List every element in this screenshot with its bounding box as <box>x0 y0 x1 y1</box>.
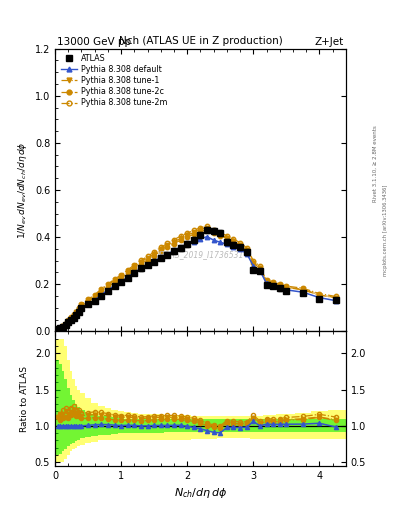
Text: Rivet 3.1.10, ≥ 2.8M events: Rivet 3.1.10, ≥ 2.8M events <box>373 125 378 202</box>
Y-axis label: Ratio to ATLAS: Ratio to ATLAS <box>20 366 29 432</box>
Text: Z+Jet: Z+Jet <box>315 37 344 47</box>
X-axis label: $N_{ch}/d\eta\,d\phi$: $N_{ch}/d\eta\,d\phi$ <box>174 486 227 500</box>
Legend: ATLAS, Pythia 8.308 default, Pythia 8.308 tune-1, Pythia 8.308 tune-2c, Pythia 8: ATLAS, Pythia 8.308 default, Pythia 8.30… <box>59 53 169 109</box>
Text: ATLAS_2019_I1736531: ATLAS_2019_I1736531 <box>157 250 244 260</box>
Y-axis label: $1/N_{ev}\,dN_{ev}/dN_{ch}/d\eta\,d\phi$: $1/N_{ev}\,dN_{ev}/dN_{ch}/d\eta\,d\phi$ <box>16 141 29 239</box>
Text: mcplots.cern.ch [arXiv:1306.3436]: mcplots.cern.ch [arXiv:1306.3436] <box>383 185 387 276</box>
Text: 13000 GeV pp: 13000 GeV pp <box>57 37 131 47</box>
Title: Nch (ATLAS UE in Z production): Nch (ATLAS UE in Z production) <box>119 36 282 47</box>
